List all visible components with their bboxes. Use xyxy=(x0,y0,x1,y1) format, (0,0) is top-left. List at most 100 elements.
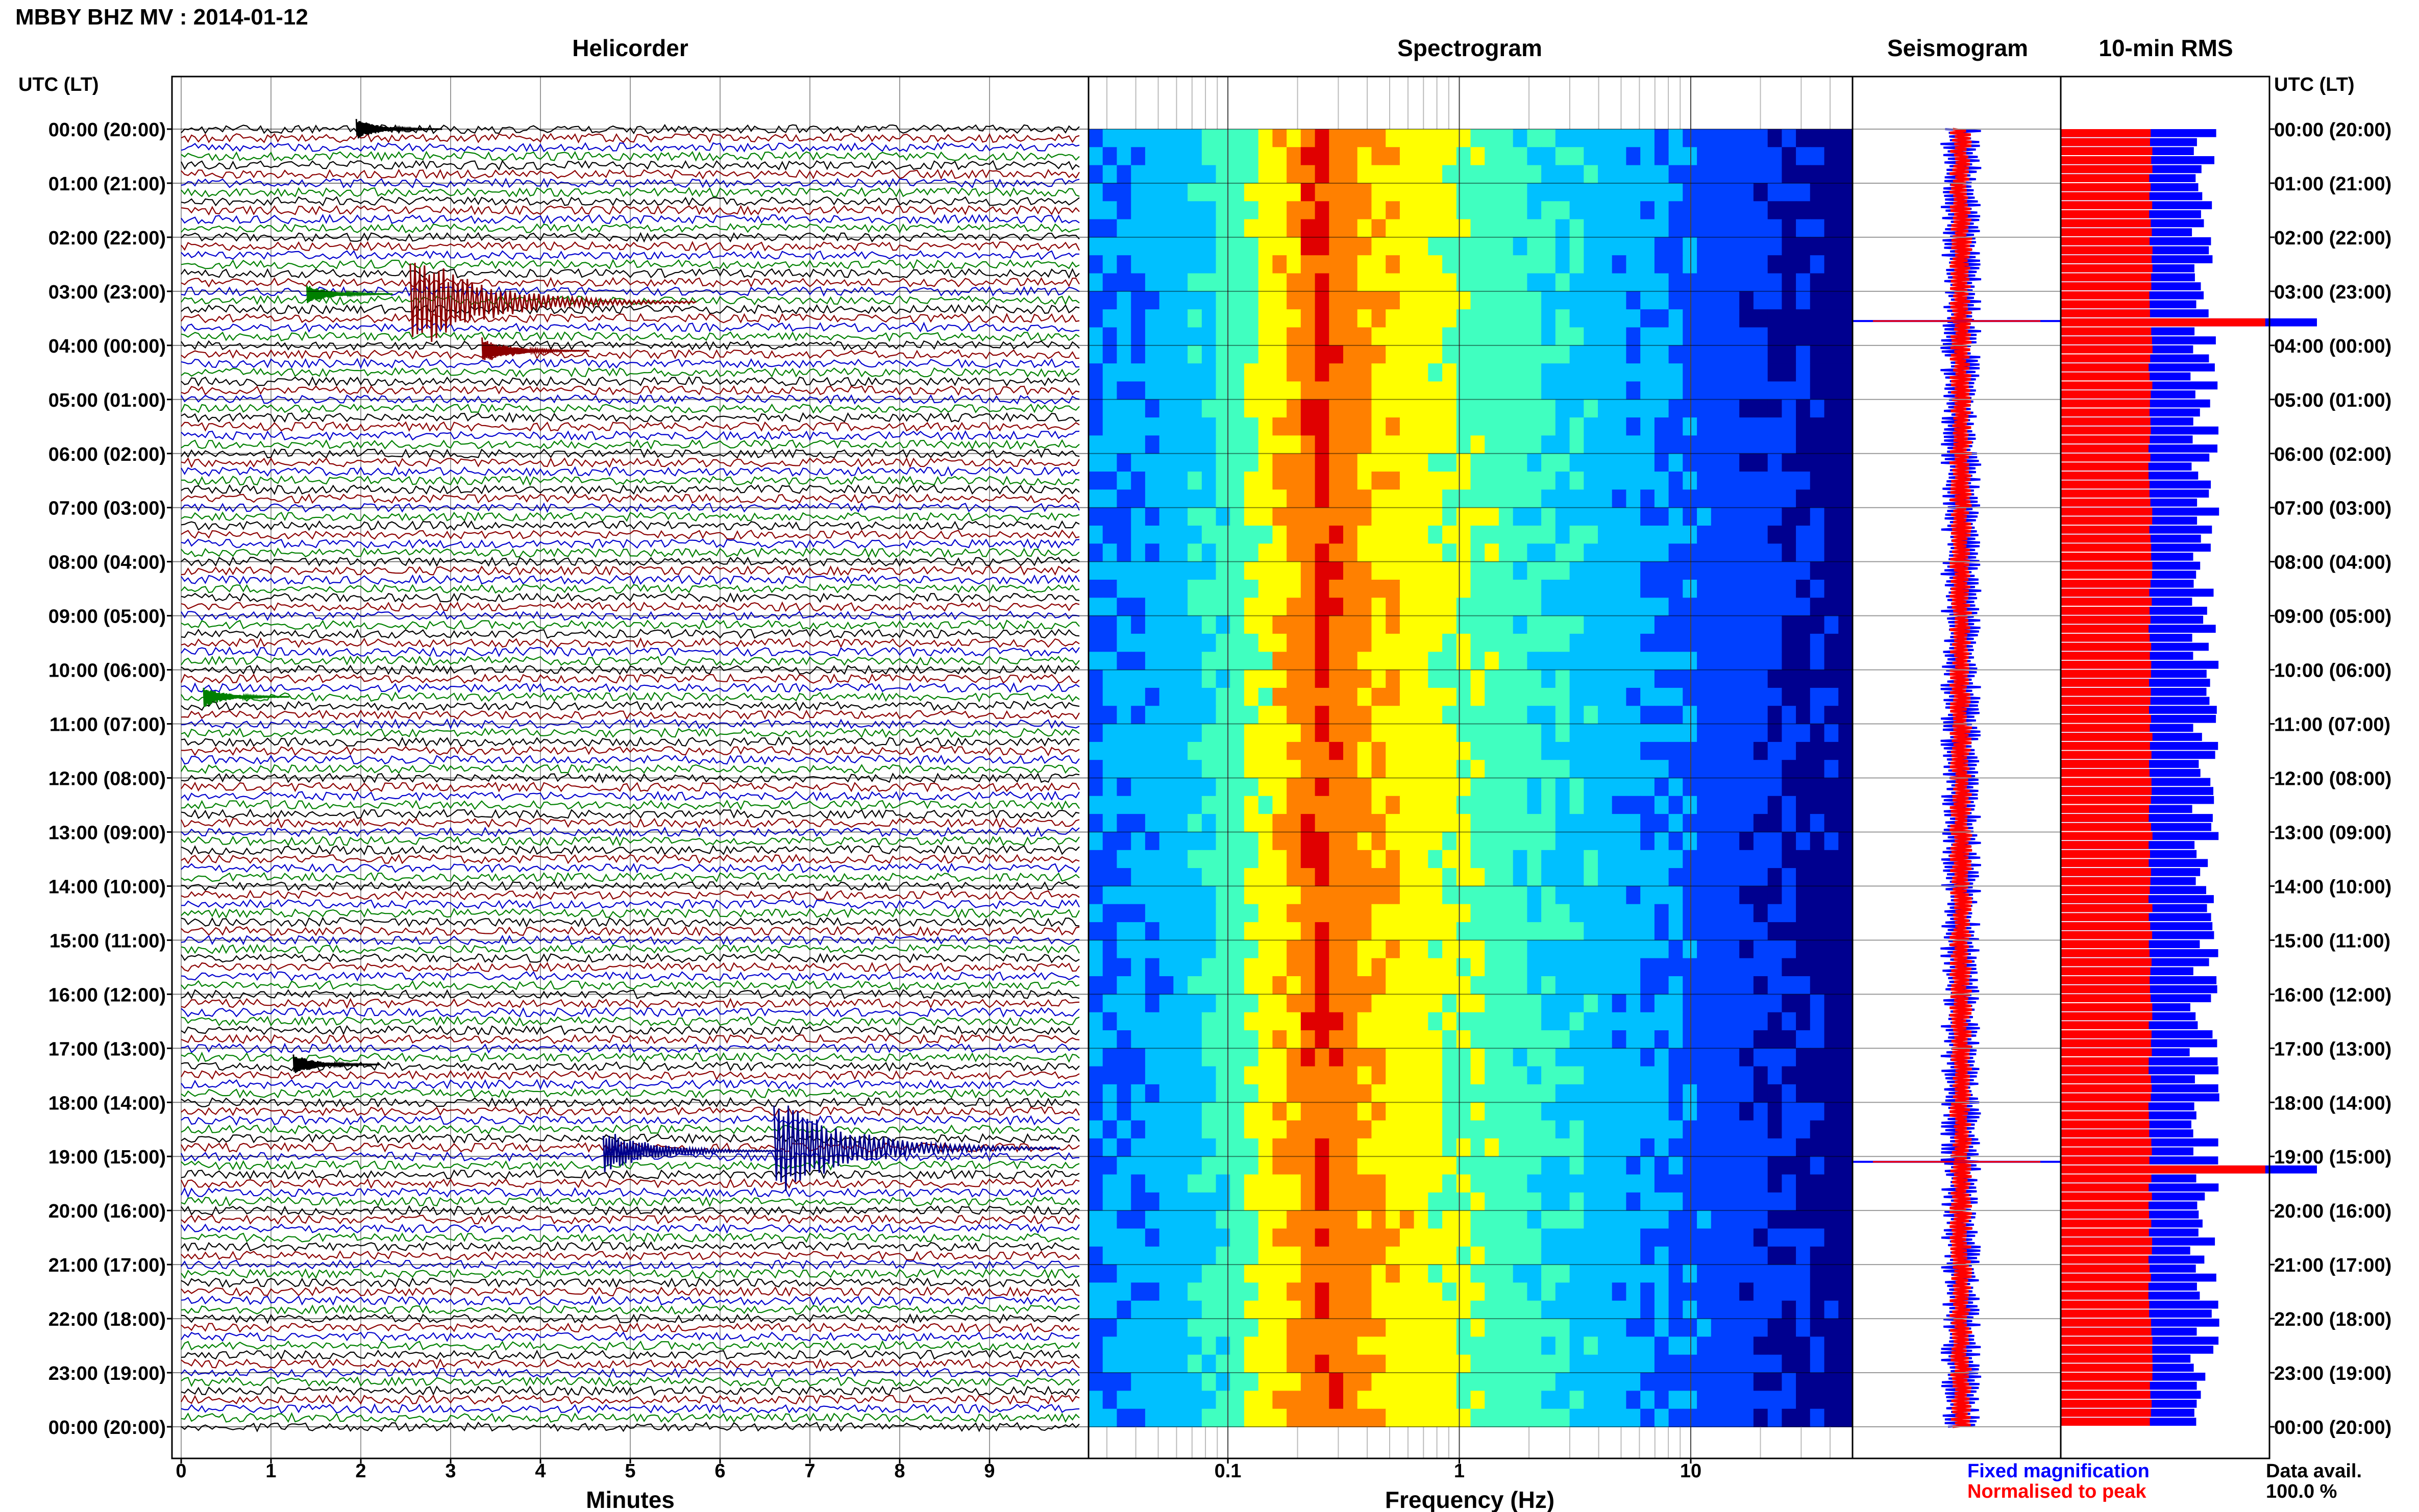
spectrogram-cell xyxy=(1357,399,1372,418)
spectrogram-cell xyxy=(1654,832,1669,851)
rms-bar-normalised xyxy=(2061,940,2149,949)
spectrogram-cell xyxy=(1513,1174,1528,1193)
spectrogram-cell xyxy=(1357,706,1372,725)
spectrogram-cell xyxy=(1117,399,1131,418)
spectrogram-cell xyxy=(1796,219,1811,238)
spectrogram-cell xyxy=(1697,850,1712,869)
spectrogram-cell xyxy=(1173,507,1188,526)
spectrogram-cell xyxy=(1584,417,1598,436)
spectrogram-cell xyxy=(1626,1102,1641,1121)
spectrogram-cell xyxy=(1683,1228,1697,1247)
spectrogram-cell xyxy=(1612,1012,1627,1031)
spectrogram-cell xyxy=(1386,1084,1400,1103)
spectrogram-cell xyxy=(1188,327,1202,346)
spectrogram-cell xyxy=(1739,1120,1754,1139)
spectrogram-cell xyxy=(1739,327,1754,346)
helicorder-trace xyxy=(181,538,1080,549)
time-tick-label-left: 09:00 (05:00) xyxy=(48,606,166,628)
spectrogram-cell xyxy=(1527,741,1542,760)
spectrogram-cell xyxy=(1428,1084,1443,1103)
spectrogram-cell xyxy=(1456,850,1471,869)
spectrogram-cell xyxy=(1230,958,1245,977)
spectrogram-cell xyxy=(1739,886,1754,905)
spectrogram-cell xyxy=(1555,561,1570,580)
spectrogram-cell xyxy=(1258,687,1273,706)
spectrogram-cell xyxy=(1569,652,1585,671)
spectrogram-cell xyxy=(1145,435,1160,454)
spectrogram-cell xyxy=(1315,670,1330,688)
spectrogram-cell xyxy=(1498,922,1514,941)
rms-bar-normalised xyxy=(2061,714,2151,723)
spectrogram-cell xyxy=(1725,309,1740,328)
spectrogram-cell xyxy=(1767,219,1783,238)
spectrogram-cell xyxy=(1584,814,1598,833)
spectrogram-cell xyxy=(1753,237,1768,256)
spectrogram-cell xyxy=(1584,958,1598,977)
time-tick-label-left: 15:00 (11:00) xyxy=(50,930,166,952)
spectrogram-cell xyxy=(1399,1174,1415,1193)
spectrogram-cell xyxy=(1428,472,1443,490)
rms-bar-normalised xyxy=(2061,652,2150,660)
rms-bar-normalised xyxy=(2061,561,2153,570)
spectrogram-cell xyxy=(1541,724,1556,742)
spectrogram-cell xyxy=(1258,399,1273,418)
spectrogram-cell xyxy=(1399,1246,1415,1265)
spectrogram-cell xyxy=(1598,183,1613,202)
spectrogram-cell xyxy=(1598,489,1613,508)
spectrogram-cell xyxy=(1287,615,1301,634)
spectrogram-cell xyxy=(1739,543,1754,562)
spectrogram-cell xyxy=(1272,255,1287,274)
spectrogram-cell xyxy=(1315,904,1330,923)
spectrogram-cell xyxy=(1258,922,1273,941)
spectrogram-cell xyxy=(1300,417,1316,436)
spectrogram-cell xyxy=(1102,507,1118,526)
spectrogram-cell xyxy=(1654,633,1669,652)
spectrogram-cell xyxy=(1201,507,1217,526)
spectrogram-cell xyxy=(1442,687,1457,706)
spectrogram-cell xyxy=(1711,1228,1726,1247)
spectrogram-cell xyxy=(1272,363,1287,382)
spectrogram-cell xyxy=(1598,309,1613,328)
spectrogram-cell xyxy=(1159,435,1174,454)
rms-bar-normalised xyxy=(2061,985,2150,994)
spectrogram-cell xyxy=(1230,724,1245,742)
spectrogram-cell xyxy=(1329,940,1344,959)
spectrogram-cell xyxy=(1485,1156,1499,1175)
spectrogram-cell xyxy=(1753,543,1768,562)
spectrogram-cell xyxy=(1668,670,1684,688)
spectrogram-cell xyxy=(1485,886,1499,905)
spectrogram-cell xyxy=(1485,1048,1499,1067)
spectrogram-cell xyxy=(1485,598,1499,616)
spectrogram-cell xyxy=(1626,994,1641,1013)
spectrogram-cell xyxy=(1089,652,1103,671)
spectrogram-cell xyxy=(1640,327,1655,346)
spectrogram-cell xyxy=(1201,273,1217,292)
spectrogram-cell xyxy=(1725,832,1740,851)
spectrogram-cell xyxy=(1485,1066,1499,1085)
spectrogram-cell xyxy=(1201,1300,1217,1319)
spectrogram-cell xyxy=(1640,489,1655,508)
helicorder-trace xyxy=(181,1051,1080,1063)
spectrogram-cell xyxy=(1584,1066,1598,1085)
spectrogram-cell xyxy=(1442,165,1457,184)
helicorder-trace xyxy=(181,168,1080,180)
spectrogram-cell xyxy=(1584,489,1598,508)
spectrogram-cell xyxy=(1159,706,1174,725)
spectrogram-cell xyxy=(1626,219,1641,238)
spectrogram-cell xyxy=(1711,1192,1726,1211)
spectrogram-cell xyxy=(1357,1210,1372,1229)
spectrogram-cell xyxy=(1725,598,1740,616)
spectrogram-cell xyxy=(1767,652,1783,671)
spectrogram-cell xyxy=(1159,543,1174,562)
rms-bar-normalised xyxy=(2061,1030,2152,1038)
spectrogram-cell xyxy=(1089,904,1103,923)
spectrogram-cell xyxy=(1272,327,1287,346)
spectrogram-cell xyxy=(1131,561,1146,580)
spectrogram-cell xyxy=(1838,543,1853,562)
spectrogram-cell xyxy=(1569,994,1585,1013)
spectrogram-cell xyxy=(1584,580,1598,599)
spectrogram-cell xyxy=(1386,526,1400,544)
spectrogram-cell xyxy=(1569,453,1585,472)
spectrogram-cell xyxy=(1414,183,1429,202)
spectrogram-cell xyxy=(1173,922,1188,941)
